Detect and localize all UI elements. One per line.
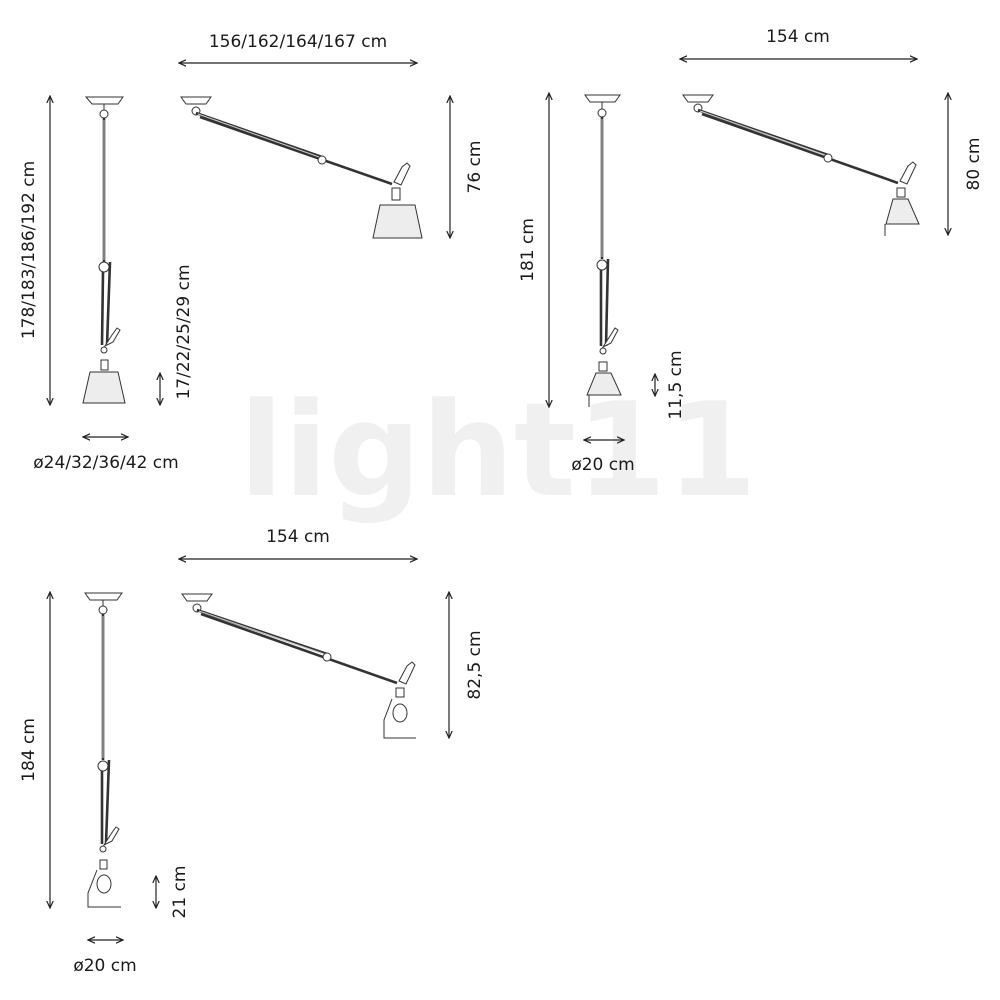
lamp-front-view — [682, 94, 920, 236]
lamp-side-view — [82, 96, 126, 404]
height-label: 181 cm — [518, 218, 538, 282]
drop-label: 76 cm — [465, 141, 485, 194]
drop-label: 80 cm — [964, 138, 984, 191]
height-label: 184 cm — [19, 718, 39, 782]
variant-spot-reflector: 154 cm 184 cm 82,5 cm 21 cm ø20 cm — [19, 527, 485, 976]
shade-height-label: 17/22/25/29 cm — [174, 264, 194, 399]
lamp-side-view — [84, 592, 123, 908]
width-label: 154 cm — [266, 527, 330, 547]
lamp-front-view — [180, 96, 423, 239]
watermark: light11 — [239, 374, 757, 526]
width-label: 156/162/164/167 cm — [209, 32, 387, 52]
width-label: 154 cm — [766, 27, 830, 47]
variant-fabric-shade: 156/162/164/167 cm 178/183/186/192 cm 76… — [19, 32, 485, 473]
height-label: 178/183/186/192 cm — [19, 161, 39, 339]
diameter-label: ø20 cm — [73, 956, 136, 976]
lamp-side-view — [584, 94, 622, 407]
shade-height-label: 21 cm — [170, 866, 190, 919]
diameter-label: ø24/32/36/42 cm — [33, 453, 178, 473]
shade-height-label: 11,5 cm — [666, 350, 686, 419]
lamp-front-view — [181, 593, 416, 739]
diameter-label: ø20 cm — [571, 455, 634, 475]
drop-label: 82,5 cm — [465, 630, 485, 699]
variant-small-shade: 154 cm 181 cm 80 cm 11,5 cm ø20 cm — [518, 27, 984, 475]
